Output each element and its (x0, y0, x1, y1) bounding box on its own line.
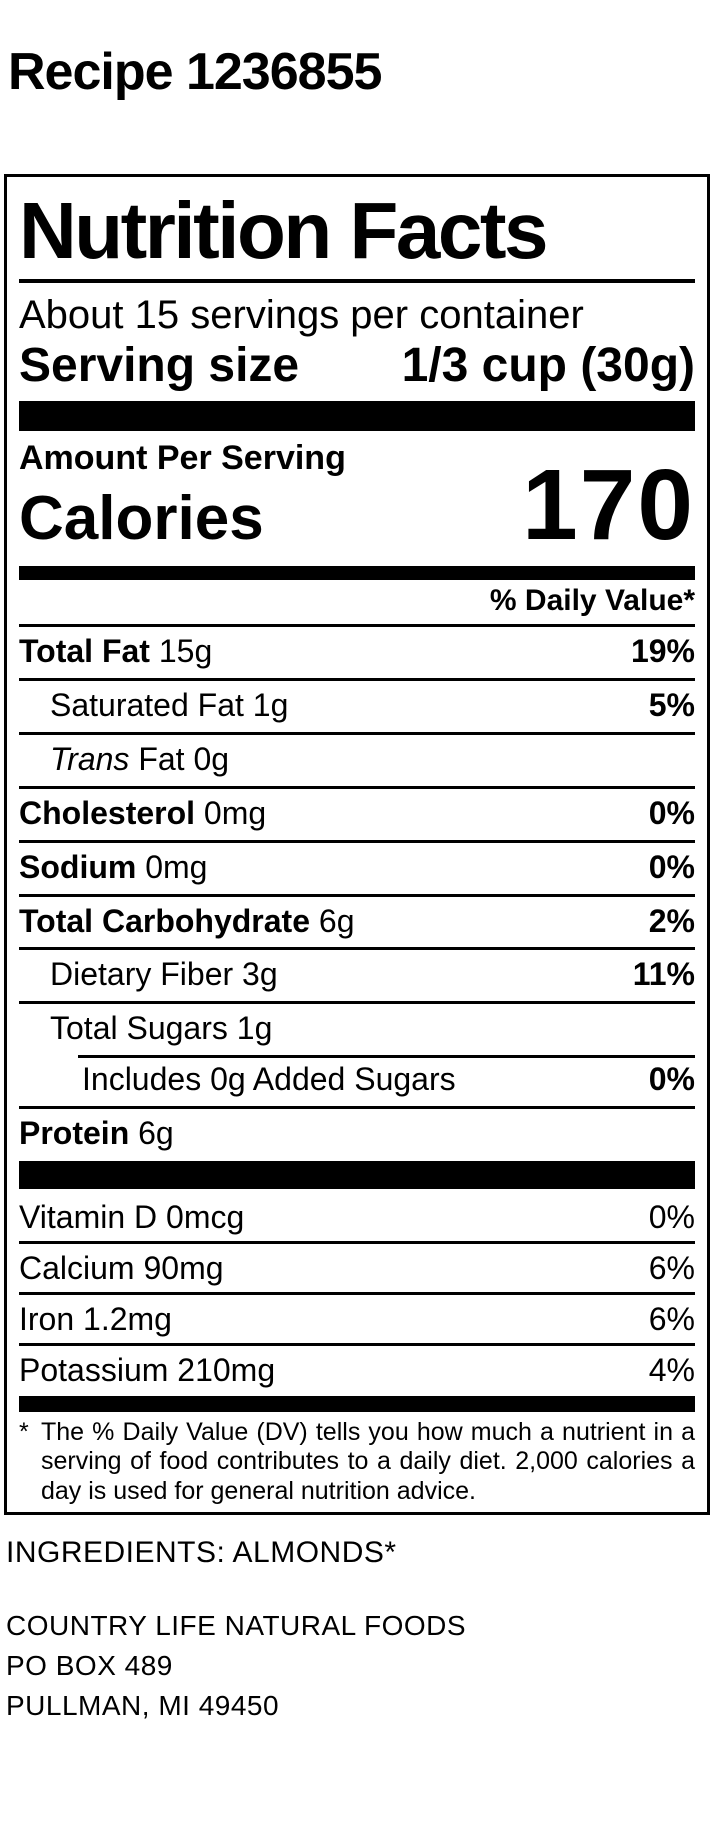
calories-label: Calories (19, 484, 264, 554)
nutrient-row-added-sugars: Includes 0g Added Sugars 0% (19, 1055, 695, 1106)
nutrient-dv: 11% (632, 956, 695, 993)
nutrient-name: Dietary Fiber 3g (50, 956, 278, 993)
vitamin-dv: 6% (648, 1249, 695, 1286)
thick-bar-top (19, 401, 695, 432)
nutrient-row-cholesterol: Cholesterol 0mg 0% (19, 785, 695, 840)
nutrient-dv: 0% (648, 1061, 695, 1098)
footnote-text: The % Daily Value (DV) tells you how muc… (41, 1417, 695, 1505)
thick-bar-protein (19, 1161, 695, 1190)
amount-per-serving-label: Amount Per Serving (19, 439, 346, 478)
manufacturer-address: COUNTRY LIFE NATURAL FOODS PO BOX 489 PU… (6, 1606, 466, 1726)
nutrient-name: Sodium 0mg (19, 848, 208, 885)
nutrient-row-total-carbohydrate: Total Carbohydrate 6g 2% (19, 893, 695, 948)
nutrient-name: Saturated Fat 1g (50, 686, 289, 723)
nutrition-facts-title: Nutrition Facts (19, 186, 548, 275)
vitamin-row-vitamin-d: Vitamin D 0mcg 0% (19, 1189, 695, 1241)
vitamin-row-calcium: Calcium 90mg 6% (19, 1240, 695, 1292)
nutrient-row-saturated-fat: Saturated Fat 1g 5% (19, 677, 695, 732)
nutrient-dv: 0% (648, 794, 695, 831)
calories-row: Calories 170 (19, 449, 695, 562)
serving-size-row: Serving size 1/3 cup (30g) (19, 339, 695, 392)
nutrient-row-total-fat: Total Fat 15g 19% (19, 623, 695, 678)
nutrient-name: Total Carbohydrate 6g (19, 902, 355, 939)
nutrient-dv: 2% (648, 902, 695, 939)
nutrient-row-trans-fat: Trans Fat 0g (19, 731, 695, 786)
nutrient-dv: 5% (648, 686, 695, 723)
serving-size-value: 1/3 cup (30g) (401, 339, 695, 392)
serving-size-label: Serving size (19, 339, 300, 392)
vitamin-dv: 6% (648, 1300, 695, 1337)
vitamin-name: Calcium 90mg (19, 1249, 224, 1286)
daily-value-header: % Daily Value* (489, 583, 695, 617)
ingredients-line: INGREDIENTS: ALMONDS* (6, 1536, 397, 1569)
nutrient-name: Total Fat 15g (19, 632, 213, 669)
vitamin-row-potassium: Potassium 210mg 4% (19, 1342, 695, 1394)
calories-value: 170 (522, 449, 695, 562)
vitamin-name: Iron 1.2mg (19, 1300, 172, 1337)
servings-per-container: About 15 servings per container (19, 293, 584, 337)
nutrient-dv: 0% (648, 848, 695, 885)
calories-divider-bar (19, 565, 695, 580)
nutrient-row-total-sugars: Total Sugars 1g (19, 1001, 695, 1055)
vitamin-dv: 4% (648, 1351, 695, 1388)
footnote: * The % Daily Value (DV) tells you how m… (19, 1412, 695, 1511)
vitamin-name: Potassium 210mg (19, 1351, 276, 1388)
address-line-1: PO BOX 489 (6, 1650, 173, 1681)
thick-bar-footnote (19, 1395, 695, 1412)
nutrient-name: Protein 6g (19, 1115, 174, 1152)
nutrition-facts-label: Nutrition Facts About 15 servings per co… (4, 174, 710, 1516)
nutrient-name: Total Sugars 1g (50, 1010, 273, 1047)
nutrient-name: Trans Fat 0g (50, 740, 230, 777)
address-line-2: PULLMAN, MI 49450 (6, 1690, 280, 1721)
nutrient-row-protein: Protein 6g (19, 1106, 695, 1160)
nutrient-dv: 19% (630, 632, 695, 669)
vitamin-dv: 0% (648, 1199, 695, 1236)
nutrient-row-sodium: Sodium 0mg 0% (19, 839, 695, 894)
title-divider (19, 279, 695, 283)
nutrient-name: Cholesterol 0mg (19, 794, 267, 831)
nutrient-name: Includes 0g Added Sugars (82, 1061, 456, 1098)
vitamin-name: Vitamin D 0mcg (19, 1199, 245, 1236)
nutrient-row-dietary-fiber: Dietary Fiber 3g 11% (19, 947, 695, 1001)
footnote-asterisk: * (19, 1417, 29, 1446)
company-name: COUNTRY LIFE NATURAL FOODS (6, 1610, 467, 1641)
vitamin-row-iron: Iron 1.2mg 6% (19, 1291, 695, 1343)
recipe-title: Recipe 1236855 (8, 43, 382, 101)
